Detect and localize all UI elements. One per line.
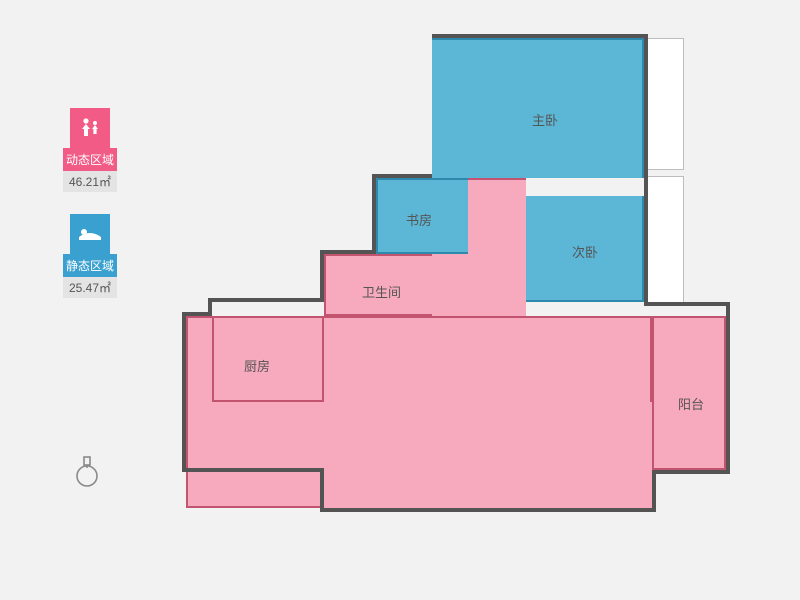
legend-static-title: 静态区域 bbox=[63, 254, 117, 277]
floor-plan-canvas: 动态区域 46.21㎡ 静态区域 25.47㎡ bbox=[0, 0, 800, 600]
sleep-icon bbox=[70, 214, 110, 254]
room-ext-balcony-2 bbox=[644, 176, 684, 304]
legend-static-value: 25.47㎡ bbox=[63, 277, 117, 298]
room-label-study: 书房 bbox=[406, 210, 432, 229]
room-hall-mid bbox=[432, 254, 526, 316]
room-balcony-in: 阳台 bbox=[652, 316, 726, 470]
room-label-kitchen: 厨房 bbox=[244, 356, 270, 375]
room-label-master-bedroom: 主卧 bbox=[532, 110, 558, 129]
room-ext-balcony-1 bbox=[644, 38, 684, 170]
room-label-second-bedroom: 次卧 bbox=[572, 242, 598, 261]
legend: 动态区域 46.21㎡ 静态区域 25.47㎡ bbox=[58, 108, 122, 298]
room-kitchen: 厨房 bbox=[212, 316, 324, 402]
legend-dynamic-value: 46.21㎡ bbox=[63, 171, 117, 192]
compass-icon bbox=[72, 454, 102, 490]
room-master-bedroom: 主卧 bbox=[432, 38, 644, 178]
legend-gap bbox=[58, 192, 122, 214]
room-second-bedroom: 次卧 bbox=[526, 196, 644, 302]
people-icon bbox=[70, 108, 110, 148]
room-label-bathroom: 卫生间 bbox=[362, 282, 401, 301]
room-study: 书房 bbox=[376, 178, 468, 254]
room-label-balcony-in: 阳台 bbox=[678, 394, 704, 413]
room-bathroom: 卫生间 bbox=[324, 254, 432, 316]
legend-dynamic: 动态区域 46.21㎡ bbox=[63, 108, 117, 192]
legend-dynamic-title: 动态区域 bbox=[63, 148, 117, 171]
room-living-ext bbox=[324, 402, 652, 508]
legend-static: 静态区域 25.47㎡ bbox=[63, 214, 117, 298]
